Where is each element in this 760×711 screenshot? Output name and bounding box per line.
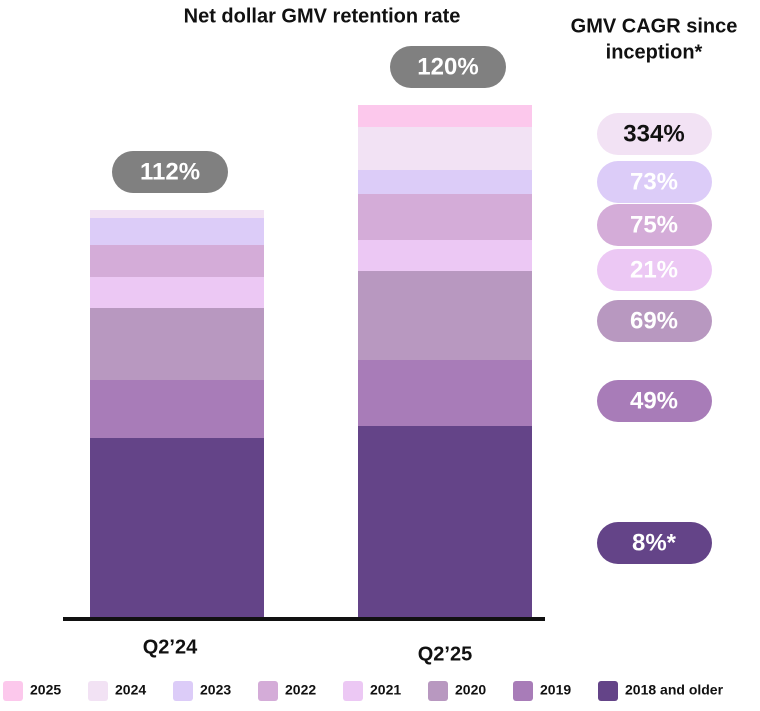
legend-swatch: [513, 681, 533, 701]
cagr-label: 75%: [630, 211, 678, 238]
total-pill: [112, 151, 228, 193]
legend-swatch: [173, 681, 193, 701]
bar-segment: [358, 170, 532, 194]
total-label: 120%: [417, 53, 478, 80]
cagr-pill: [597, 249, 712, 291]
x-tick-label: Q2’24: [143, 636, 198, 658]
total-label: 112%: [140, 158, 200, 185]
total-pill: [390, 46, 506, 88]
cagr-pill: [597, 161, 712, 203]
legend-label: 2021: [370, 682, 401, 698]
legend-label: 2024: [115, 682, 146, 698]
chart-title: Net dollar GMV retention rate: [184, 5, 461, 27]
bar-segment: [90, 210, 264, 218]
bar-segment: [358, 127, 532, 170]
bar-segment: [90, 218, 264, 245]
legend-label: 2025: [30, 682, 61, 698]
legend-label: 2022: [285, 682, 316, 698]
bar-segment: [358, 240, 532, 271]
legend-swatch: [88, 681, 108, 701]
legend-label: 2023: [200, 682, 231, 698]
cagr-label: 8%*: [632, 529, 677, 556]
cagr-pill: [597, 204, 712, 246]
cagr-title: GMV CAGR since: [571, 15, 738, 37]
cagr-label: 49%: [630, 387, 678, 414]
bar-segment: [90, 245, 264, 277]
cagr-label: 73%: [630, 168, 678, 195]
cagr-pill: [597, 522, 712, 564]
x-tick-label: Q2’25: [418, 643, 472, 665]
legend-label: 2018 and older: [625, 682, 724, 698]
legend-swatch: [258, 681, 278, 701]
cagr-pill: [597, 113, 712, 155]
bar-segment: [90, 308, 264, 380]
bar-segment: [358, 105, 532, 127]
bar-segment: [358, 426, 532, 618]
cagr-label: 334%: [623, 120, 684, 147]
bar-segment: [90, 438, 264, 618]
legend-swatch: [343, 681, 363, 701]
bar-segment: [358, 194, 532, 240]
bar-segment: [90, 277, 264, 308]
bar-segment: [358, 271, 532, 360]
cagr-title: inception*: [606, 41, 703, 63]
legend-label: 2019: [540, 682, 571, 698]
legend-swatch: [3, 681, 23, 701]
cagr-pill: [597, 300, 712, 342]
legend-swatch: [598, 681, 618, 701]
legend-label: 2020: [455, 682, 486, 698]
legend-swatch: [428, 681, 448, 701]
cagr-pill: [597, 380, 712, 422]
cagr-label: 69%: [630, 307, 678, 334]
bar-segment: [90, 380, 264, 438]
cagr-label: 21%: [630, 256, 678, 283]
bar-segment: [358, 360, 532, 426]
